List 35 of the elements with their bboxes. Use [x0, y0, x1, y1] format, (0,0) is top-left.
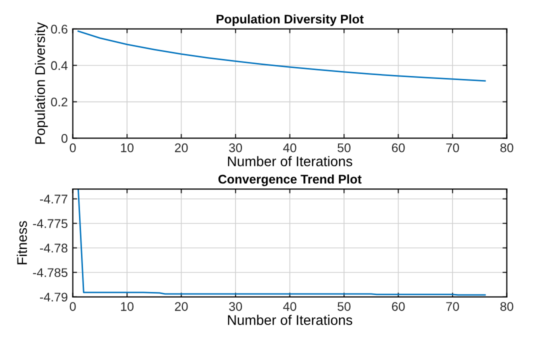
x-axis-title: Number of Iterations [228, 156, 352, 166]
y-tick-label: -4.79 [40, 292, 68, 302]
x-tick-label: 0 [70, 143, 76, 152]
x-tick-label: 60 [392, 302, 405, 311]
x-tick-label: 30 [229, 302, 242, 311]
x-axis-title: Number of Iterations [228, 314, 352, 325]
y-tick-label: 0.6 [51, 24, 68, 34]
x-tick-label: 20 [174, 302, 188, 311]
y-tick-label: -4.78 [40, 244, 68, 253]
y-tick-label: 0.4 [51, 61, 68, 70]
x-tick-label: 30 [229, 143, 242, 152]
x-tick-label: 50 [338, 302, 351, 311]
x-tick-label: 70 [446, 143, 460, 152]
chart-title: Convergence Trend Plot [218, 174, 362, 186]
line-series [78, 189, 486, 296]
y-tick-label: -4.785 [33, 268, 68, 278]
x-tick-label: 80 [500, 302, 514, 311]
x-tick-label: 80 [500, 143, 514, 152]
x-tick-label: 20 [174, 143, 188, 152]
x-tick-label: 70 [446, 302, 460, 311]
x-tick-label: 0 [70, 302, 76, 311]
y-tick-label: 0.2 [51, 98, 68, 106]
x-tick-label: 40 [283, 143, 296, 152]
y-axis-title: Fitness [16, 221, 27, 264]
chart-title: Population Diversity Plot [216, 14, 364, 26]
y-tick-label: 0 [61, 134, 68, 143]
x-tick-label: 10 [121, 302, 134, 311]
y-tick-label: -4.77 [40, 194, 68, 204]
line-series [78, 30, 486, 82]
x-tick-label: 10 [121, 143, 134, 152]
x-tick-label: 50 [338, 143, 351, 152]
x-tick-label: 40 [283, 302, 296, 311]
x-tick-label: 60 [392, 143, 405, 152]
y-tick-label: -4.775 [33, 219, 68, 228]
y-axis-title: Population Diversity [34, 22, 48, 144]
